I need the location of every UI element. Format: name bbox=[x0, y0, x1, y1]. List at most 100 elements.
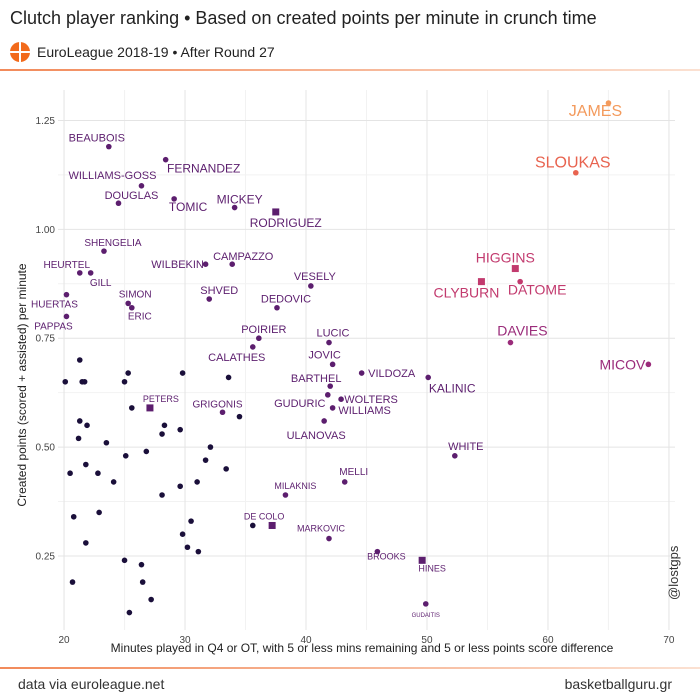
point-circle bbox=[326, 339, 332, 346]
y-tick-label: 1.00 bbox=[36, 225, 56, 236]
point-circle bbox=[605, 100, 612, 106]
point-square bbox=[511, 265, 519, 273]
point-label: DATOME bbox=[508, 282, 567, 298]
point-circle bbox=[62, 378, 69, 385]
point-circle bbox=[83, 461, 89, 468]
point-circle bbox=[195, 548, 202, 555]
point-circle bbox=[225, 374, 232, 381]
point-circle bbox=[507, 339, 514, 346]
point-circle bbox=[517, 278, 523, 285]
point-circle bbox=[202, 457, 209, 463]
point-label: MARKOVIC bbox=[297, 524, 346, 534]
point-label: GUDAITIS bbox=[412, 613, 440, 619]
point-circle bbox=[121, 378, 128, 385]
point-label: ULANOVAS bbox=[287, 430, 346, 442]
point-label: CALATHES bbox=[208, 352, 265, 364]
point-label: DEDOVIC bbox=[261, 294, 311, 306]
point-circle bbox=[128, 304, 135, 311]
point-label: GRIGONIS bbox=[193, 399, 243, 410]
point-label: BARTHEL bbox=[291, 373, 342, 385]
point-label: WILLIAMS bbox=[338, 405, 391, 417]
point-circle bbox=[84, 422, 90, 429]
point-label: SHVED bbox=[200, 285, 238, 297]
point-square bbox=[272, 208, 280, 216]
data-points bbox=[62, 100, 652, 616]
x-tick-label: 30 bbox=[179, 635, 191, 646]
x-tick-label: 60 bbox=[542, 635, 554, 646]
point-circle bbox=[358, 370, 365, 376]
point-circle bbox=[374, 548, 381, 555]
point-label: TOMIC bbox=[169, 200, 208, 214]
point-circle bbox=[177, 483, 183, 490]
point-label: DAVIES bbox=[497, 323, 547, 339]
y-tick-label: 0.25 bbox=[36, 551, 56, 562]
point-circle bbox=[115, 200, 122, 207]
point-label: PETERS bbox=[143, 394, 179, 404]
point-circle bbox=[572, 169, 579, 176]
point-label: MICKEY bbox=[217, 193, 263, 207]
x-axis-label: Minutes played in Q4 or OT, with 5 or le… bbox=[111, 641, 614, 655]
point-square bbox=[146, 404, 154, 412]
y-axis-label: Created points (scored + assisted) per m… bbox=[15, 263, 29, 506]
y-tick-label: 0.75 bbox=[36, 334, 56, 345]
x-tick-label: 20 bbox=[58, 635, 70, 646]
y-tick-label: 0.50 bbox=[36, 443, 56, 454]
point-circle bbox=[87, 270, 94, 276]
point-circle bbox=[143, 448, 150, 455]
point-circle bbox=[69, 579, 76, 585]
footer-divider bbox=[0, 667, 700, 669]
point-circle bbox=[70, 513, 77, 520]
point-circle bbox=[138, 183, 145, 189]
point-label: SLOUKAS bbox=[535, 155, 611, 172]
point-square bbox=[268, 521, 276, 529]
author-handle: @lostgps bbox=[666, 545, 681, 600]
point-label: RODRIGUEZ bbox=[250, 216, 322, 230]
point-label: VESELY bbox=[294, 271, 337, 283]
point-label: WILLIAMS-GOSS bbox=[68, 170, 156, 182]
x-tick-label: 50 bbox=[421, 635, 433, 646]
point-circle bbox=[125, 300, 131, 307]
point-circle bbox=[101, 248, 107, 254]
point-label: JAMES bbox=[569, 103, 622, 120]
point-circle bbox=[95, 470, 101, 477]
point-circle bbox=[231, 204, 238, 211]
point-circle bbox=[308, 283, 314, 289]
point-circle bbox=[63, 313, 70, 320]
point-circle bbox=[256, 335, 262, 342]
point-label: MELLI bbox=[339, 467, 368, 478]
point-label: ERIC bbox=[128, 312, 152, 323]
point-label: SHENGELIA bbox=[84, 238, 142, 249]
point-circle bbox=[148, 596, 154, 603]
chart-subtitle: EuroLeague 2018-19 • After Round 27 bbox=[37, 44, 275, 60]
tick-labels: 20 30 40 50 60 70 0.25 0.50 0.75 1.00 1.25 bbox=[36, 116, 675, 646]
point-label: SIMON bbox=[119, 289, 152, 300]
point-label: HUERTAS bbox=[31, 300, 78, 311]
point-circle bbox=[229, 261, 236, 267]
point-circle bbox=[75, 435, 82, 442]
point-circle bbox=[128, 405, 135, 411]
point-circle bbox=[223, 466, 229, 472]
point-square bbox=[418, 556, 426, 564]
point-circle bbox=[96, 509, 102, 516]
point-circle bbox=[341, 479, 348, 485]
point-circle bbox=[282, 492, 289, 498]
point-circle bbox=[67, 470, 73, 477]
point-circle bbox=[274, 304, 280, 311]
point-circle bbox=[76, 418, 83, 424]
point-circle bbox=[236, 413, 243, 420]
point-label: GUDURIC bbox=[274, 398, 325, 410]
point-circle bbox=[206, 296, 213, 302]
point-circle bbox=[63, 291, 70, 298]
point-circle bbox=[179, 531, 186, 537]
point-circle bbox=[249, 522, 256, 529]
point-circle bbox=[338, 396, 344, 402]
point-label: CAMPAZZO bbox=[213, 251, 274, 263]
point-circle bbox=[321, 418, 327, 424]
point-circle bbox=[326, 535, 332, 542]
header-divider bbox=[0, 69, 700, 71]
grid-lines bbox=[58, 90, 675, 630]
point-circle bbox=[106, 143, 112, 150]
subtitle-row: EuroLeague 2018-19 • After Round 27 bbox=[10, 41, 275, 63]
point-label: HINES bbox=[418, 563, 446, 573]
point-label: WHITE bbox=[448, 441, 483, 453]
